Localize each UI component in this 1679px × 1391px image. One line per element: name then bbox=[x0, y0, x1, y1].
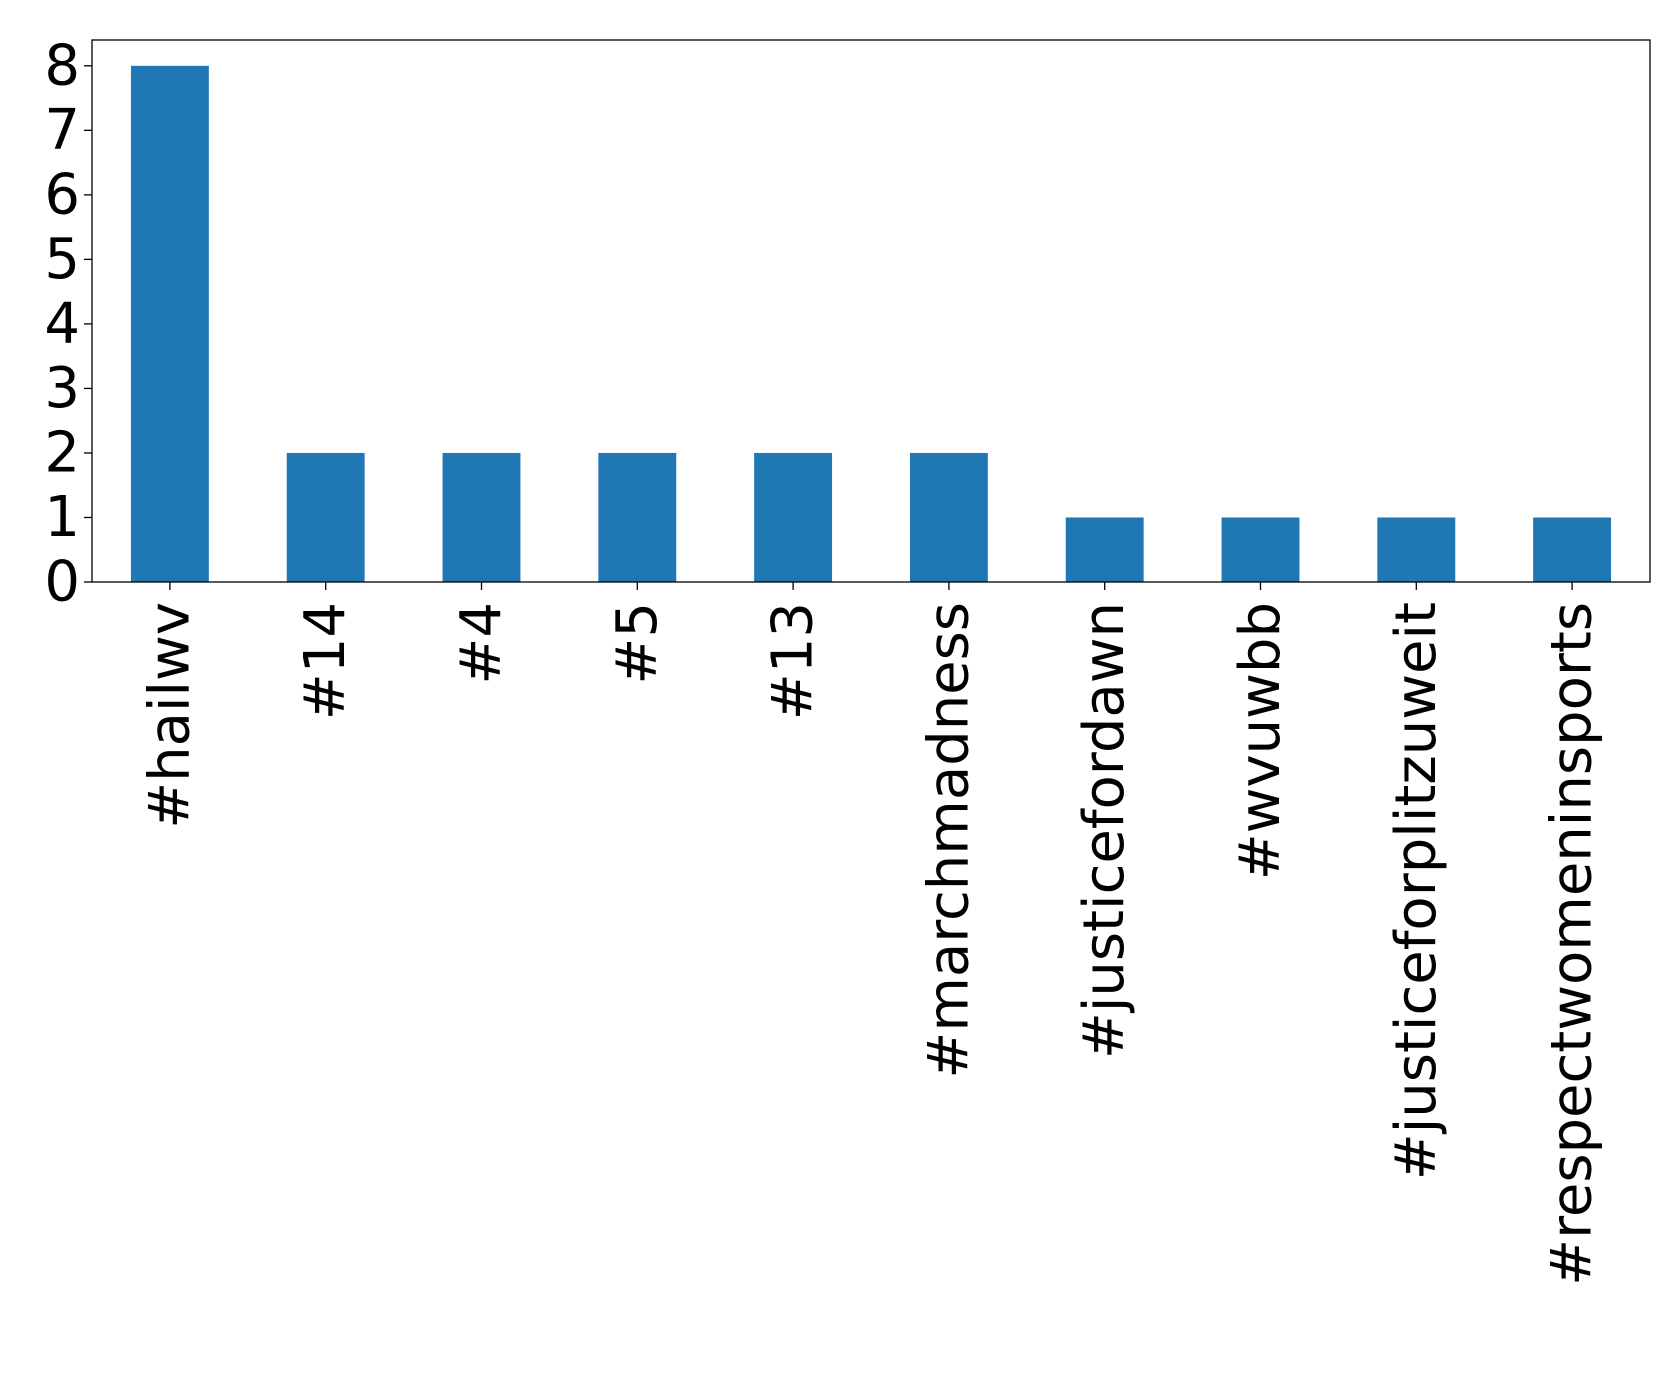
x-tick-label: #13 bbox=[761, 602, 826, 720]
x-tick-label: #marchmadness bbox=[916, 602, 981, 1079]
y-tick-label: 6 bbox=[44, 162, 80, 227]
bar-wvuwbb bbox=[1221, 517, 1300, 582]
x-tick-label: #wvuwbb bbox=[1228, 602, 1293, 880]
bar-justiceforplitzuweit bbox=[1377, 517, 1456, 582]
y-tick-label: 7 bbox=[44, 98, 80, 163]
y-tick-label: 0 bbox=[44, 550, 80, 615]
x-tick-label: #hailwv bbox=[137, 602, 202, 829]
x-tick-label: #justiceforplitzuweit bbox=[1384, 602, 1449, 1180]
x-tick-label: #respectwomeninsports bbox=[1540, 602, 1605, 1286]
x-axis: #hailwv #14 #4 #5 #13 #marchmadness #justicefo… bbox=[137, 582, 1605, 1286]
bar-respectwomeninsports bbox=[1533, 517, 1612, 582]
y-tick-label: 2 bbox=[44, 420, 80, 485]
x-tick-label: #14 bbox=[293, 602, 358, 720]
y-tick-label: 1 bbox=[44, 485, 80, 550]
y-tick-label: 3 bbox=[44, 356, 80, 421]
y-tick-label: 5 bbox=[44, 227, 80, 292]
bar-5 bbox=[598, 452, 677, 582]
x-tick-label: #4 bbox=[449, 602, 514, 685]
bar-justicefordawn bbox=[1065, 517, 1144, 582]
x-tick-label: #justicefordawn bbox=[1072, 602, 1137, 1059]
bar-hailwv bbox=[130, 65, 209, 583]
bars-group bbox=[130, 65, 1612, 583]
bar-4 bbox=[442, 452, 521, 582]
bar-13 bbox=[754, 452, 833, 582]
plot-frame bbox=[91, 39, 1651, 583]
y-tick-label: 8 bbox=[44, 33, 80, 98]
bar-14 bbox=[286, 452, 365, 582]
x-tick-label: #5 bbox=[605, 602, 670, 685]
y-tick-label: 4 bbox=[44, 291, 80, 356]
bar-marchmadness bbox=[909, 452, 988, 582]
